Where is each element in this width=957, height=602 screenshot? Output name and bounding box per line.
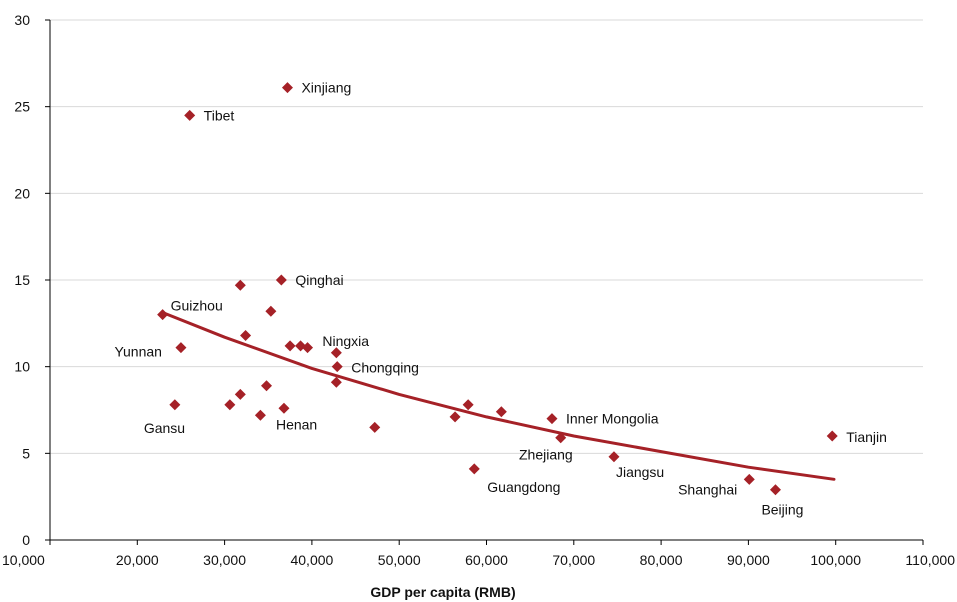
data-point-15 <box>234 388 246 400</box>
point-label-xinjiang: Xinjiang <box>301 80 351 96</box>
data-point-16 <box>224 399 236 411</box>
x-tick-label-10: 110,000 <box>905 552 955 568</box>
data-point-6 <box>240 329 252 341</box>
data-point-25 <box>826 430 838 442</box>
point-label-gansu: Gansu <box>144 420 185 436</box>
x-axis-title: GDP per capita (RMB) <box>370 584 515 600</box>
data-point-14 <box>261 380 273 392</box>
data-point-7 <box>284 340 296 352</box>
point-label-zhejiang: Zhejiang <box>519 447 573 463</box>
data-point-9 <box>302 342 314 354</box>
x-tick-label-5: 60,000 <box>465 552 508 568</box>
point-label-inner-mongolia: Inner Mongolia <box>566 411 659 427</box>
point-label-tianjin: Tianjin <box>846 429 887 445</box>
x-tick-label-4: 50,000 <box>378 552 421 568</box>
data-point-19 <box>254 409 266 421</box>
x-tick-label-7: 80,000 <box>640 552 683 568</box>
axis-layer: 0 5 10 15 20 25 30 10,000 20,000 30,000 40,000 50,0… <box>2 12 955 568</box>
x-tick-label-9: 100,000 <box>810 552 861 568</box>
grid-layer <box>50 19 923 454</box>
data-point-12 <box>331 361 343 373</box>
point-label-guangdong: Guangdong <box>487 479 560 495</box>
x-tick-label-0: 10,000 <box>2 552 45 568</box>
x-tick-label-8: 90,000 <box>727 552 770 568</box>
trend-layer <box>162 311 836 481</box>
point-label-beijing: Beijing <box>761 502 803 518</box>
x-tick-label-6: 70,000 <box>552 552 595 568</box>
data-point-27 <box>608 451 620 463</box>
point-label-chongqing: Chongqing <box>351 360 419 376</box>
trendline <box>162 311 836 481</box>
data-point-2 <box>275 274 287 286</box>
y-tick-label-5: 25 <box>14 99 30 115</box>
point-layer <box>157 82 838 496</box>
data-point-28 <box>468 463 480 475</box>
data-point-22 <box>449 411 461 423</box>
x-tick-label-2: 30,000 <box>203 552 246 568</box>
data-point-30 <box>769 484 781 496</box>
x-tick-label-1: 20,000 <box>116 552 159 568</box>
data-point-17 <box>169 399 181 411</box>
data-point-1 <box>184 109 196 121</box>
point-label-shanghai: Shanghai <box>678 481 737 497</box>
data-point-18 <box>278 402 290 414</box>
data-point-13 <box>330 376 342 388</box>
data-point-0 <box>281 82 293 94</box>
y-tick-label-4: 20 <box>14 185 30 201</box>
y-tick-label-0: 0 <box>22 532 30 548</box>
point-label-guizhou: Guizhou <box>171 298 223 314</box>
point-label-jiangsu: Jiangsu <box>616 464 664 480</box>
data-point-11 <box>330 347 342 359</box>
y-tick-label-3: 15 <box>14 272 30 288</box>
data-point-26 <box>555 432 567 444</box>
data-point-24 <box>369 421 381 433</box>
x-tick-label-3: 40,000 <box>290 552 333 568</box>
point-label-ningxia: Ningxia <box>322 333 369 349</box>
label-layer: Xinjiang Tibet Qinghai Guizhou Yunnan Ningxia… <box>114 80 886 518</box>
data-point-5 <box>157 309 169 321</box>
data-point-20 <box>462 399 474 411</box>
point-label-tibet: Tibet <box>204 107 235 123</box>
point-label-yunnan: Yunnan <box>114 344 162 360</box>
data-point-3 <box>234 279 246 291</box>
data-point-23 <box>546 413 558 425</box>
data-point-29 <box>743 473 755 485</box>
point-label-qinghai: Qinghai <box>295 272 343 288</box>
y-tick-label-2: 10 <box>14 359 30 375</box>
point-label-henan: Henan <box>276 416 317 432</box>
data-point-4 <box>265 305 277 317</box>
data-point-10 <box>175 342 187 354</box>
y-tick-label-6: 30 <box>14 12 30 28</box>
y-tick-label-1: 5 <box>22 445 30 461</box>
data-point-21 <box>495 406 507 418</box>
